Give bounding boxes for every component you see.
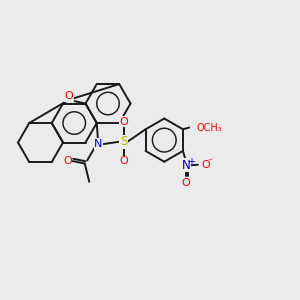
Text: O: O (119, 117, 128, 127)
Text: O: O (182, 178, 190, 188)
Text: N: N (182, 159, 190, 172)
Text: N: N (94, 139, 102, 149)
Text: O: O (64, 91, 73, 101)
Text: OCH₃: OCH₃ (197, 122, 223, 133)
Text: ⁻: ⁻ (207, 157, 212, 167)
Text: +: + (188, 157, 195, 167)
Text: O: O (63, 156, 72, 166)
Text: O: O (201, 160, 210, 170)
Text: O: O (119, 156, 128, 167)
Text: S: S (120, 135, 127, 148)
